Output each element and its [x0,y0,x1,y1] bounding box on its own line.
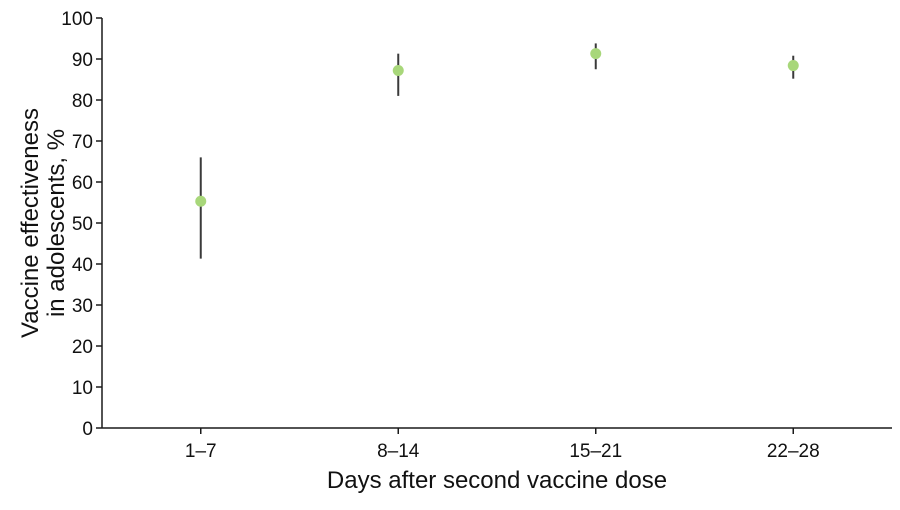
y-axis-title-line-2: in adolescents, % [43,129,70,317]
y-tick-label: 100 [61,9,93,30]
data-point [590,48,602,60]
x-tick-label: 15–21 [569,441,622,462]
y-tick-label: 20 [72,337,93,358]
y-tick-label: 10 [72,378,93,399]
data-marks [195,43,799,259]
y-tick-label: 40 [72,255,93,276]
x-tick-label: 1–7 [185,441,217,462]
y-axis-title: Vaccine effectiveness in adolescents, % [17,108,70,338]
y-tick-label: 50 [72,214,93,235]
data-point [195,195,207,207]
y-tick-label: 70 [72,132,93,153]
y-axis-title-line-1: Vaccine effectiveness [17,108,44,338]
data-point [392,64,404,76]
y-axis: 0 10 20 30 40 50 60 70 80 90 100 [61,9,103,440]
y-tick-label: 80 [72,91,93,112]
x-tick-label: 8–14 [377,441,420,462]
y-tick-label: 30 [72,296,93,317]
data-point [787,60,799,72]
y-tick-label: 0 [82,419,93,440]
x-axis: 1–7 8–14 15–21 22–28 [102,427,892,462]
x-tick-label: 22–28 [767,441,820,462]
y-tick-label: 60 [72,173,93,194]
x-axis-title: Days after second vaccine dose [327,467,667,494]
y-tick-label: 90 [72,50,93,71]
